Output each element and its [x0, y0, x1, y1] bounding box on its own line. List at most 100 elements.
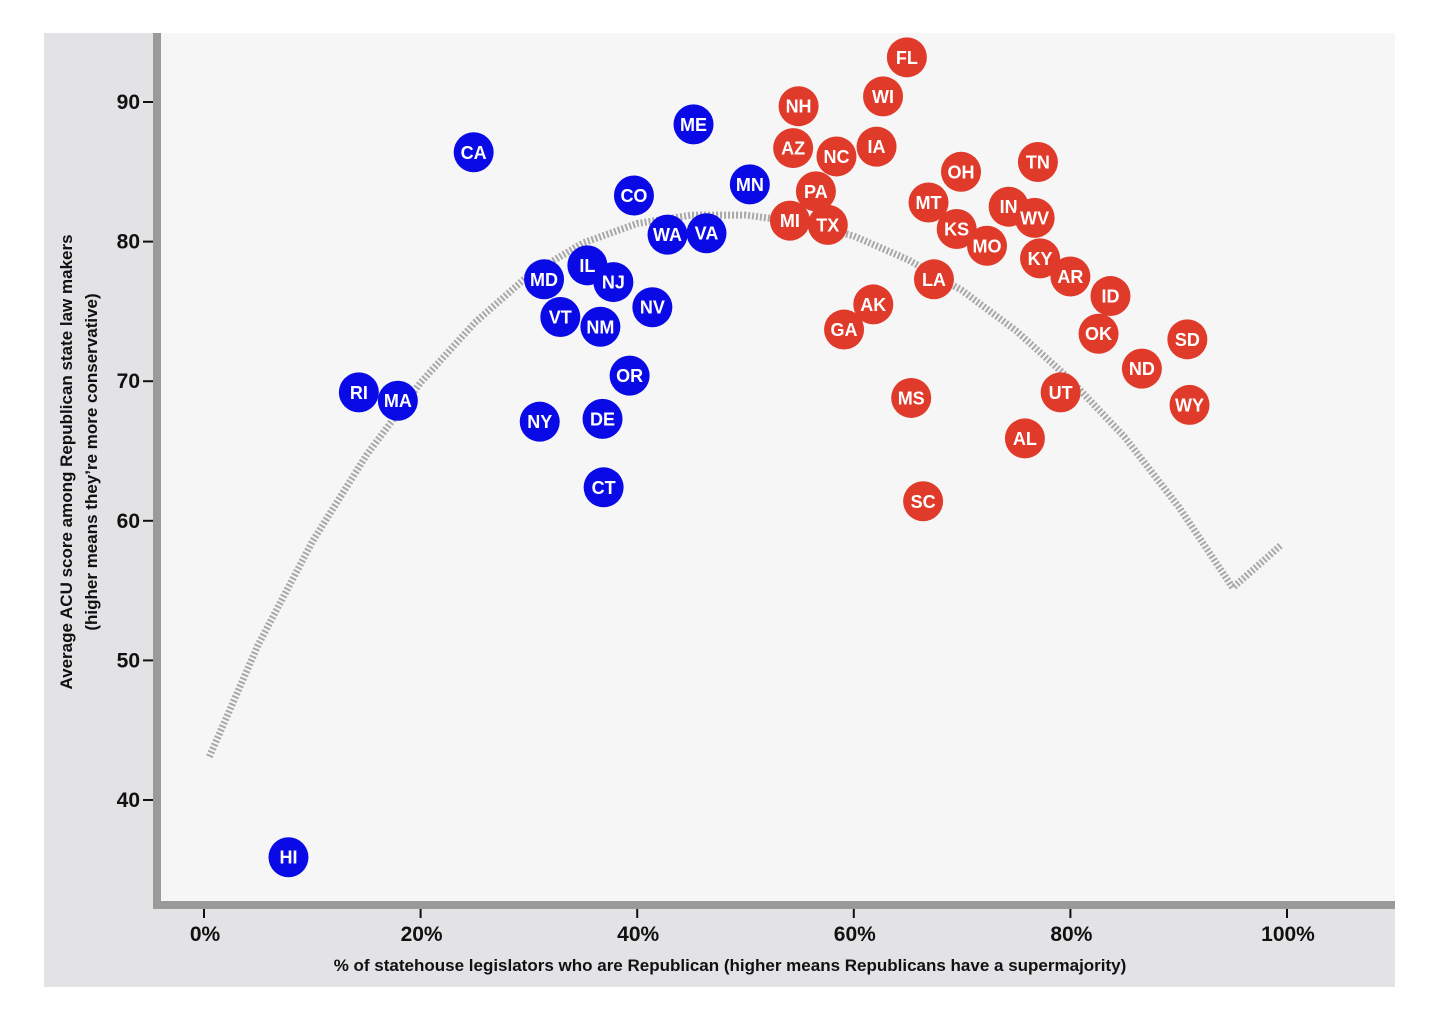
point-label: NM	[586, 317, 614, 337]
state-point-ut: UT	[1040, 372, 1081, 413]
point-marker	[856, 126, 897, 167]
point-label: OH	[948, 162, 975, 182]
state-point-co: CO	[613, 175, 654, 216]
point-marker	[1090, 276, 1131, 317]
point-marker	[524, 259, 565, 300]
point-label: WV	[1020, 208, 1049, 228]
state-point-tn: TN	[1017, 142, 1058, 183]
point-label: AZ	[781, 139, 805, 159]
point-label: WI	[872, 87, 894, 107]
point-marker	[1040, 372, 1081, 413]
point-label: NJ	[602, 273, 625, 293]
point-label: MT	[916, 193, 942, 213]
point-label: MO	[973, 236, 1002, 256]
state-point-mn: MN	[729, 164, 770, 205]
state-point-la: LA	[913, 259, 954, 300]
x-axis-title: % of statehouse legislators who are Repu…	[334, 956, 1127, 975]
point-marker	[908, 182, 949, 223]
point-marker	[886, 37, 927, 78]
point-label: ME	[680, 115, 707, 135]
point-marker	[1167, 319, 1208, 360]
point-label: NY	[527, 412, 552, 432]
point-marker	[583, 467, 624, 508]
point-label: FL	[896, 48, 918, 68]
point-marker	[1050, 256, 1091, 297]
trend-layer	[206, 211, 1284, 759]
trend-curve	[206, 211, 1284, 759]
point-label: AK	[860, 295, 886, 315]
point-label: LA	[922, 270, 946, 290]
point-marker	[913, 259, 954, 300]
point-marker	[729, 164, 770, 205]
point-label: SC	[911, 492, 936, 512]
x-tick-label: 80%	[1050, 923, 1092, 946]
point-marker	[1169, 384, 1210, 425]
point-marker	[778, 86, 819, 127]
point-marker	[941, 151, 982, 192]
y-axis-subtitle: (higher means they’re more conservative)	[82, 293, 101, 630]
point-marker	[632, 287, 673, 328]
point-label: MS	[898, 388, 925, 408]
state-point-nj: NJ	[593, 262, 634, 303]
state-point-mi: MI	[769, 200, 810, 241]
point-marker	[863, 76, 904, 117]
point-label: VA	[695, 224, 719, 244]
point-marker	[807, 204, 848, 245]
state-point-ky: KY	[1020, 238, 1061, 279]
point-marker	[795, 171, 836, 212]
state-point-ok: OK	[1078, 313, 1119, 354]
point-label: UT	[1049, 383, 1073, 403]
point-marker	[686, 213, 727, 254]
state-point-nd: ND	[1121, 348, 1162, 389]
state-point-nv: NV	[632, 287, 673, 328]
state-point-mo: MO	[967, 225, 1008, 266]
state-point-nc: NC	[816, 136, 857, 177]
state-point-vt: VT	[540, 296, 581, 337]
state-point-nm: NM	[580, 306, 621, 347]
point-marker	[673, 104, 714, 145]
point-marker	[268, 837, 309, 878]
state-point-pa: PA	[795, 171, 836, 212]
point-marker	[891, 377, 932, 418]
point-marker	[1017, 142, 1058, 183]
y-tick-label: 90	[117, 91, 140, 114]
point-label: CT	[592, 478, 616, 498]
state-point-ct: CT	[583, 467, 624, 508]
point-marker	[936, 209, 977, 250]
point-label: TN	[1026, 153, 1050, 173]
point-label: MI	[780, 211, 800, 231]
state-point-fl: FL	[886, 37, 927, 78]
point-label: TX	[816, 215, 839, 235]
point-marker	[580, 306, 621, 347]
point-label: KS	[944, 220, 969, 240]
point-label: KY	[1028, 249, 1053, 269]
point-label: VT	[549, 307, 572, 327]
point-marker	[338, 372, 379, 413]
state-point-al: AL	[1004, 418, 1045, 459]
state-point-wa: WA	[647, 214, 688, 255]
state-point-tx: TX	[807, 204, 848, 245]
x-tick-label: 0%	[190, 923, 221, 946]
state-point-me: ME	[673, 104, 714, 145]
state-point-ks: KS	[936, 209, 977, 250]
state-point-ca: CA	[453, 132, 494, 173]
point-label: IL	[579, 256, 595, 276]
x-tick-label: 100%	[1261, 923, 1315, 946]
state-point-de: DE	[582, 398, 623, 439]
point-label: RI	[350, 383, 368, 403]
state-point-wv: WV	[1014, 197, 1055, 238]
y-axis-title: Average ACU score among Republican state…	[57, 234, 76, 689]
point-label: OR	[616, 366, 643, 386]
point-label: WY	[1175, 395, 1204, 415]
point-marker	[1014, 197, 1055, 238]
x-tick-label: 20%	[401, 923, 443, 946]
point-marker	[773, 128, 814, 169]
point-marker	[769, 200, 810, 241]
point-label: MD	[530, 270, 558, 290]
state-point-az: AZ	[773, 128, 814, 169]
x-tick-label: 60%	[834, 923, 876, 946]
point-marker	[1121, 348, 1162, 389]
point-marker	[1078, 313, 1119, 354]
point-marker	[903, 481, 944, 522]
